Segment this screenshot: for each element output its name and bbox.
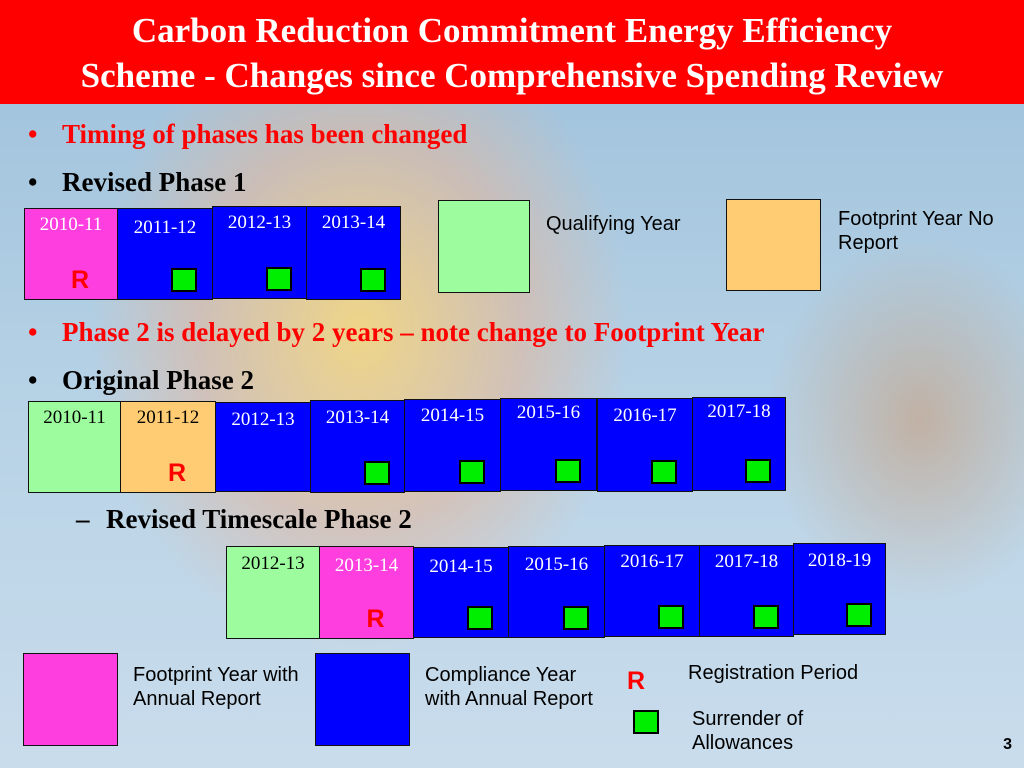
surrender-square [171, 268, 197, 292]
year-label: 2015-16 [516, 402, 581, 423]
year-box-2014-15: 2014-15 [413, 547, 509, 638]
year-box-2013-14: 2013-14 [310, 400, 405, 493]
year-label: 2011-12 [133, 217, 197, 238]
year-label: 2012-13 [227, 212, 292, 233]
year-label: 2011-12 [136, 407, 200, 428]
title-line-2: Scheme - Changes since Comprehensive Spe… [80, 56, 944, 95]
legend-label-footprint-annual: Footprint Year with Annual Report [133, 664, 299, 710]
legend-label-footprint-no-report: Footprint Year No Report [838, 208, 994, 254]
year-box-2018-19: 2018-19 [793, 543, 886, 635]
year-label: 2017-18 [714, 551, 779, 572]
bullet-timing-changed: • Timing of phases has been changed [28, 119, 468, 149]
year-box-2010-11: 2010-11 R [24, 208, 118, 300]
year-box-2014-15: 2014-15 [404, 399, 501, 492]
surrender-square [845, 603, 872, 627]
year-box-2011-12: 2011-12 R [120, 401, 216, 493]
bullet-phase-2-delayed: • Phase 2 is delayed by 2 years – note ch… [28, 317, 765, 347]
year-label: 2013-14 [334, 555, 399, 576]
year-label: 2012-13 [231, 409, 295, 430]
legend-swatch-compliance [315, 653, 410, 746]
year-box-2012-13: 2012-13 [212, 206, 307, 299]
slide-title: Carbon Reduction Commitment Energy Effic… [0, 8, 1024, 98]
legend-label-surrender: Surrender of Allowances [692, 708, 804, 754]
year-box-2015-16: 2015-16 [500, 398, 597, 491]
year-label: 2010-11 [39, 214, 103, 235]
registration-mark: R [71, 266, 90, 294]
legend-label-qualifying: Qualifying Year [546, 213, 681, 235]
year-label: 2014-15 [429, 556, 493, 577]
year-box-2017-18: 2017-18 [699, 545, 794, 637]
bullet-revised-phase-1: • Revised Phase 1 [28, 167, 247, 197]
surrender-square [651, 460, 677, 484]
surrender-square [363, 461, 390, 485]
legend-label-compliance: Compliance Year with Annual Report [425, 664, 593, 710]
surrender-square [658, 605, 684, 629]
year-label: 2010-11 [43, 407, 106, 428]
year-box-2012-13: 2012-13 [226, 546, 320, 639]
bullet-original-phase-2: • Original Phase 2 [28, 365, 255, 395]
registration-mark: R [366, 605, 385, 633]
year-box-2013-14: 2013-14 [306, 206, 401, 300]
registration-mark: R [168, 459, 187, 487]
surrender-square [562, 606, 589, 630]
year-label: 2016-17 [613, 405, 677, 426]
title-bar [0, 0, 1024, 104]
year-box-2013-14: 2013-14 R [319, 546, 414, 639]
page-number: 3 [1003, 736, 1012, 753]
legend-label-registration: Registration Period [688, 662, 859, 684]
year-label: 2018-19 [807, 550, 872, 571]
surrender-square [265, 267, 292, 291]
legend-surrender-square [633, 710, 659, 734]
legend-registration-mark: R [627, 667, 646, 695]
legend-swatch-footprint-no-report [726, 199, 821, 291]
year-label: 2013-14 [321, 212, 386, 233]
year-box-2017-18: 2017-18 [692, 397, 786, 491]
year-box-2011-12: 2011-12 [117, 208, 213, 300]
year-label: 2014-15 [420, 405, 485, 426]
legend-swatch-qualifying [438, 200, 530, 293]
year-box-2016-17: 2016-17 [597, 398, 693, 492]
surrender-square [554, 459, 581, 483]
year-label: 2012-13 [241, 553, 305, 574]
surrender-square [467, 606, 493, 630]
year-label: 2015-16 [524, 554, 589, 575]
year-label: 2013-14 [325, 407, 390, 428]
bullet-revised-timescale-phase-2: – Revised Timescale Phase 2 [76, 504, 412, 534]
year-box-2016-17: 2016-17 [604, 545, 700, 637]
year-box-2012-13: 2012-13 [215, 402, 311, 492]
year-label: 2016-17 [620, 551, 684, 572]
surrender-square [458, 460, 485, 484]
surrender-square [359, 268, 386, 292]
surrender-square [745, 459, 771, 483]
surrender-square [752, 605, 779, 629]
year-box-2010-11: 2010-11 [28, 401, 121, 493]
legend-swatch-footprint-annual [23, 653, 118, 746]
title-line-1: Carbon Reduction Commitment Energy Effic… [131, 11, 893, 50]
year-box-2015-16: 2015-16 [508, 546, 605, 638]
year-label: 2017-18 [707, 401, 771, 422]
